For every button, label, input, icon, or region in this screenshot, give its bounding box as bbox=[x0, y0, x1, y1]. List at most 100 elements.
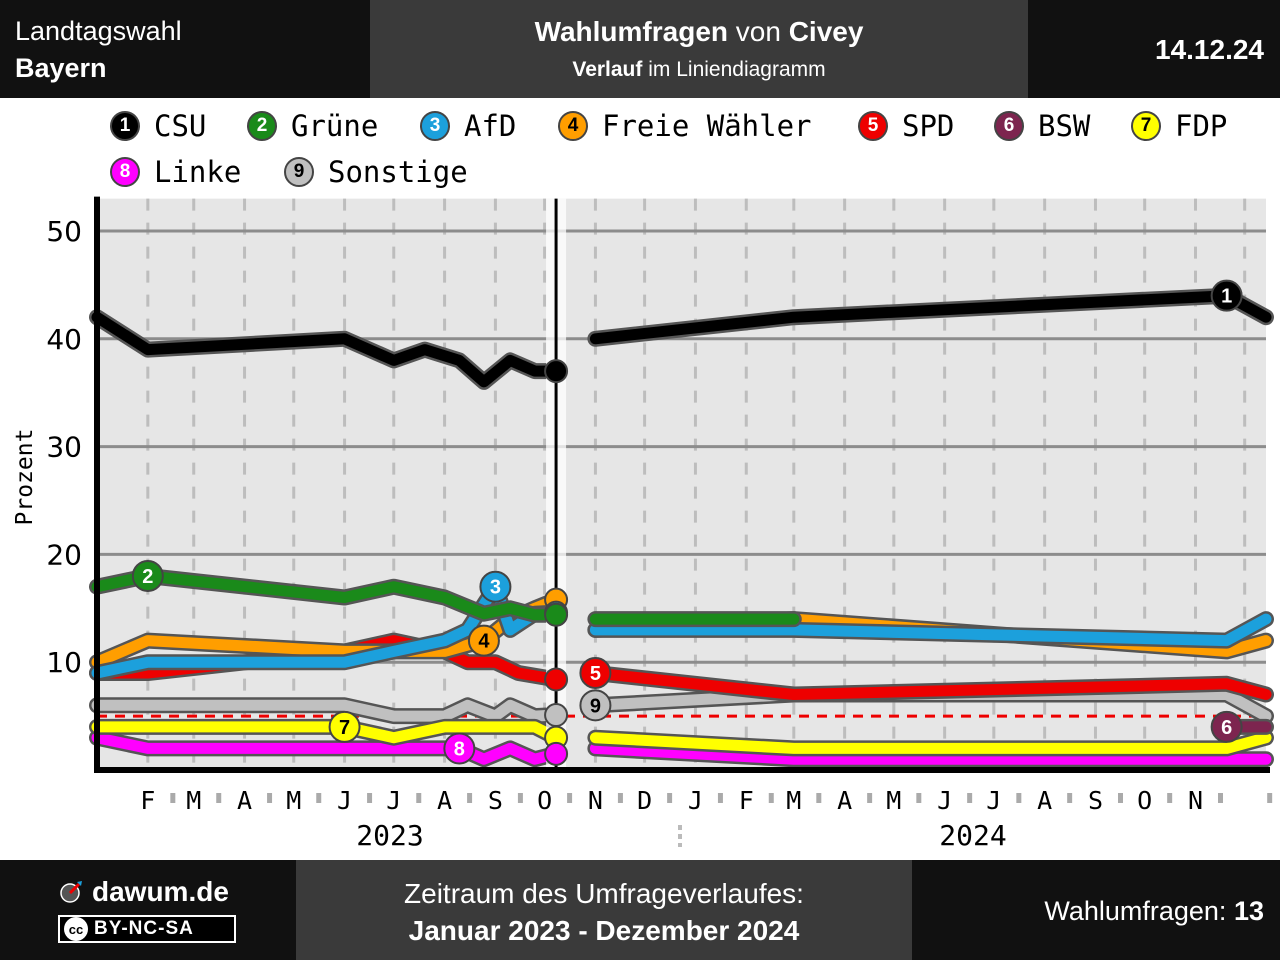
header-title: Wahlumfragen von Civey Verlauf im Linien… bbox=[370, 0, 1028, 98]
title-part-3: Civey bbox=[788, 16, 864, 47]
header-election: Landtagswahl Bayern bbox=[0, 0, 370, 98]
poll-count-label: Wahlumfragen: bbox=[1044, 896, 1234, 926]
series-label-badge bbox=[579, 656, 612, 689]
legend-badge: 1 bbox=[110, 111, 140, 141]
footer-count-box: Wahlumfragen: 13 bbox=[912, 860, 1280, 960]
x-tick-label: A bbox=[837, 786, 852, 815]
election-point bbox=[544, 703, 569, 728]
x-tick-label: J bbox=[937, 786, 952, 815]
x-tick-label: O bbox=[537, 786, 552, 815]
x-tick-label: A bbox=[437, 786, 452, 815]
series-label-number: 4 bbox=[478, 631, 490, 653]
legend-item-bsw: 6 BSW bbox=[994, 106, 1090, 146]
x-tick-label: N bbox=[588, 786, 603, 815]
series-lines bbox=[89, 287, 1274, 768]
x-year-label: 2024 bbox=[939, 819, 1006, 852]
series-line-fdp bbox=[589, 732, 1272, 754]
legend-badge: 6 bbox=[994, 111, 1024, 141]
brand-name: dawum.de bbox=[92, 876, 229, 907]
legend-label: Linke bbox=[154, 155, 242, 189]
title-part-2: von bbox=[728, 16, 789, 47]
election-result-points bbox=[544, 359, 569, 766]
brand: dawum.de bbox=[58, 876, 229, 908]
y-tick-label: 10 bbox=[46, 646, 82, 679]
legend: 1 CSU 2 Grüne 3 AfD 4 Freie Wähler 5 SPD 6 BSW… bbox=[0, 100, 1280, 195]
legend-label: BSW bbox=[1038, 109, 1091, 143]
x-tick-label: D bbox=[637, 786, 652, 815]
legend-badge: 9 bbox=[284, 157, 314, 187]
y-tick-label: 40 bbox=[46, 323, 82, 356]
footer-period-box: Zeitraum des Umfrageverlaufes: Januar 20… bbox=[296, 860, 912, 960]
x-tick-label: J bbox=[986, 786, 1001, 815]
legend-label: FDP bbox=[1175, 109, 1228, 143]
header-bar: Landtagswahl Bayern Wahlumfragen von Civ… bbox=[0, 0, 1280, 98]
legend-item-fdp: 7 FDP bbox=[1131, 106, 1227, 146]
series-line-fdp bbox=[91, 721, 562, 744]
series-label-number: 6 bbox=[1221, 717, 1232, 739]
series-label-badge bbox=[579, 689, 612, 722]
x-tick-label: O bbox=[1137, 786, 1152, 815]
x-tick-label: J bbox=[386, 786, 401, 815]
series-label-badge bbox=[328, 710, 361, 743]
footer-brand-box: dawum.de cc BY-NC-SA bbox=[0, 860, 296, 960]
legend-label: Sonstige bbox=[328, 155, 468, 189]
x-tick-label: F bbox=[140, 786, 155, 815]
license-badge: cc BY-NC-SA bbox=[58, 915, 236, 943]
legend-item-linke: 8 Linke bbox=[110, 152, 241, 192]
x-tick-label: M bbox=[286, 786, 301, 815]
election-point bbox=[544, 741, 569, 766]
series-line-sonstige bbox=[91, 699, 562, 722]
subtitle-part-2: im Liniendiagramm bbox=[642, 58, 826, 81]
x-tick-label: M bbox=[786, 786, 801, 815]
election-region: Bayern bbox=[15, 53, 107, 83]
x-tick-label: A bbox=[237, 786, 252, 815]
legend-label: Freie Wähler bbox=[602, 109, 812, 143]
legend-item-freie-waehler: 4 Freie Wähler bbox=[558, 106, 812, 146]
dawum-logo-icon bbox=[60, 881, 82, 903]
series-label-badge bbox=[443, 732, 476, 765]
line-chart: F M A M J J A S O N D J F M A M J J A S O N 10 20 30 40 50 2023 2024… bbox=[12, 196, 1274, 852]
legend-label: CSU bbox=[154, 109, 207, 143]
series-labels: 1 2 3 4 5 6 7 8 9 bbox=[131, 279, 1243, 765]
series-label-badge bbox=[1210, 710, 1243, 743]
subtitle-part-1: Verlauf bbox=[572, 58, 643, 81]
header-date-box: 14.12.24 bbox=[1028, 0, 1280, 98]
footer-bar: dawum.de cc BY-NC-SA Zeitraum des Umfrag… bbox=[0, 860, 1280, 960]
legend-label: SPD bbox=[902, 109, 955, 143]
series-label-number: 9 bbox=[590, 695, 601, 717]
series-line-linke bbox=[91, 732, 562, 765]
legend-item-sonstige: 9 Sonstige bbox=[284, 152, 468, 192]
chart-title: Wahlumfragen von Civey bbox=[370, 16, 1028, 48]
series-label-badge bbox=[1210, 279, 1243, 312]
poll-count: Wahlumfragen: 13 bbox=[1044, 896, 1264, 927]
legend-badge: 2 bbox=[247, 111, 277, 141]
header-date: 14.12.24 bbox=[1155, 34, 1264, 65]
legend-label: AfD bbox=[464, 109, 517, 143]
election-point bbox=[544, 602, 569, 627]
election-point bbox=[544, 667, 569, 692]
y-tick-label: 20 bbox=[46, 538, 82, 571]
legend-item-afd: 3 AfD bbox=[420, 106, 516, 146]
x-tick-label: J bbox=[337, 786, 352, 815]
license-text: BY-NC-SA bbox=[94, 918, 194, 939]
series-line-spd bbox=[589, 667, 1272, 700]
poll-count-value: 13 bbox=[1233, 896, 1264, 926]
x-tick-label: S bbox=[488, 786, 503, 815]
cc-icon: cc bbox=[64, 917, 88, 941]
y-tick-label: 50 bbox=[46, 215, 82, 248]
y-axis-title: Prozent bbox=[12, 429, 38, 526]
series-label-number: 2 bbox=[142, 566, 153, 588]
series-label-number: 5 bbox=[590, 663, 601, 685]
period-label: Zeitraum des Umfrageverlaufes: bbox=[404, 878, 804, 909]
series-line-csu bbox=[91, 311, 562, 388]
series-label-number: 8 bbox=[454, 738, 465, 760]
title-part-1: Wahlumfragen bbox=[534, 16, 728, 47]
legend-item-csu: 1 CSU bbox=[110, 106, 206, 146]
series-label-badge bbox=[131, 559, 164, 592]
x-tick-label: F bbox=[739, 786, 754, 815]
x-tick-label: N bbox=[1188, 786, 1203, 815]
election-point bbox=[544, 359, 569, 384]
series-line-linke bbox=[589, 742, 1272, 765]
x-tick-label: A bbox=[1037, 786, 1052, 815]
